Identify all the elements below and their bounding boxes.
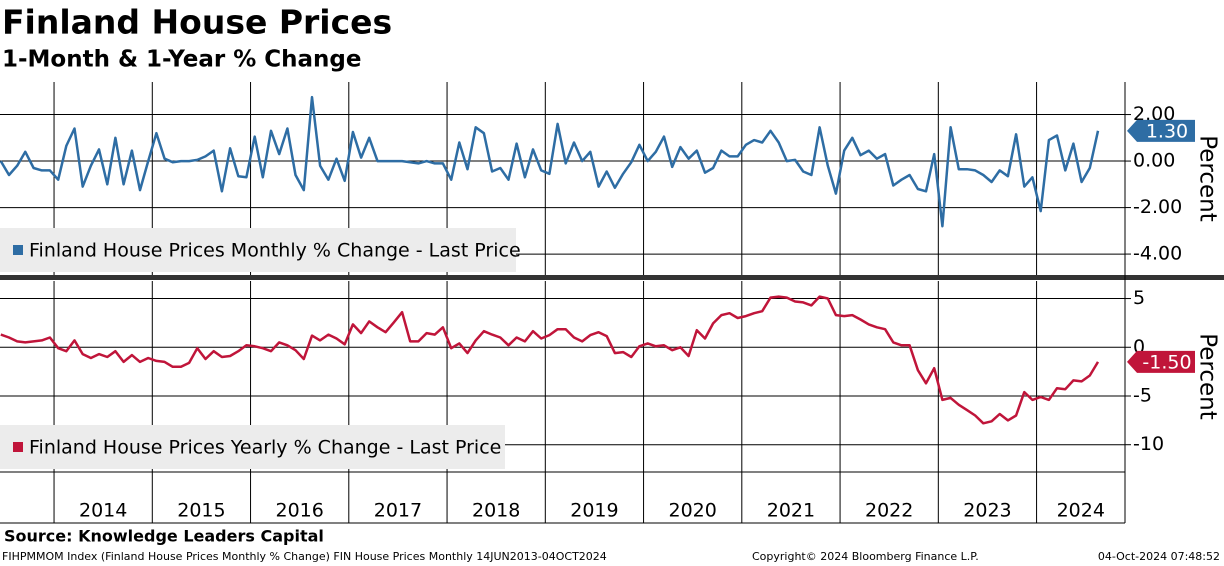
series-line (0, 295, 1100, 425)
x-tick-label: 2020 (669, 500, 717, 522)
footer-center: Copyright© 2024 Bloomberg Finance L.P. (752, 550, 979, 563)
y-tick-label: 5 (1133, 287, 1145, 309)
last-price-tag (1127, 119, 1195, 142)
source: Source: Knowledge Leaders Capital (4, 527, 324, 546)
footer-left: FIHPMMOM Index (Finland House Prices Mon… (2, 550, 607, 563)
panel-separator (0, 275, 1224, 280)
x-tick-label: 2024 (1057, 500, 1105, 522)
chart-subtitle: 1-Month & 1-Year % Change (2, 47, 362, 73)
y-tick-label: -10 (1133, 433, 1164, 455)
legend-label: Finland House Prices Monthly % Change - … (29, 240, 521, 262)
last-price-label: -1.50 (1142, 351, 1191, 373)
footer-right: 04-Oct-2024 07:48:52 (1098, 550, 1220, 563)
series-line (0, 95, 1100, 228)
y-axis-label: Percent (1195, 333, 1221, 420)
x-tick-label: 2016 (275, 500, 323, 522)
y-axis-label: Percent (1195, 135, 1221, 222)
x-tick-label: 2015 (177, 500, 225, 522)
chart-title: Finland House Prices (2, 3, 392, 42)
x-tick-label: 2023 (963, 500, 1011, 522)
legend-box (0, 228, 516, 272)
y-tick-label: -4.00 (1133, 243, 1182, 265)
y-tick-label: -5 (1133, 384, 1152, 406)
x-tick-label: 2021 (767, 500, 815, 522)
legend-swatch (13, 245, 23, 255)
legend-box (0, 425, 505, 469)
last-price-tag (1127, 350, 1195, 373)
last-price-label: 1.30 (1146, 120, 1188, 142)
legend-label: Finland House Prices Yearly % Change - L… (29, 437, 501, 459)
y-tick-label: -2.00 (1133, 196, 1182, 218)
y-tick-label: 2.00 (1133, 103, 1175, 125)
x-tick-label: 2017 (374, 500, 422, 522)
x-tick-label: 2014 (79, 500, 127, 522)
x-tick-label: 2019 (570, 500, 618, 522)
x-tick-label: 2022 (865, 500, 913, 522)
x-tick-label: 2018 (472, 500, 520, 522)
legend-swatch (13, 442, 23, 452)
y-tick-label: 0.00 (1133, 150, 1175, 172)
